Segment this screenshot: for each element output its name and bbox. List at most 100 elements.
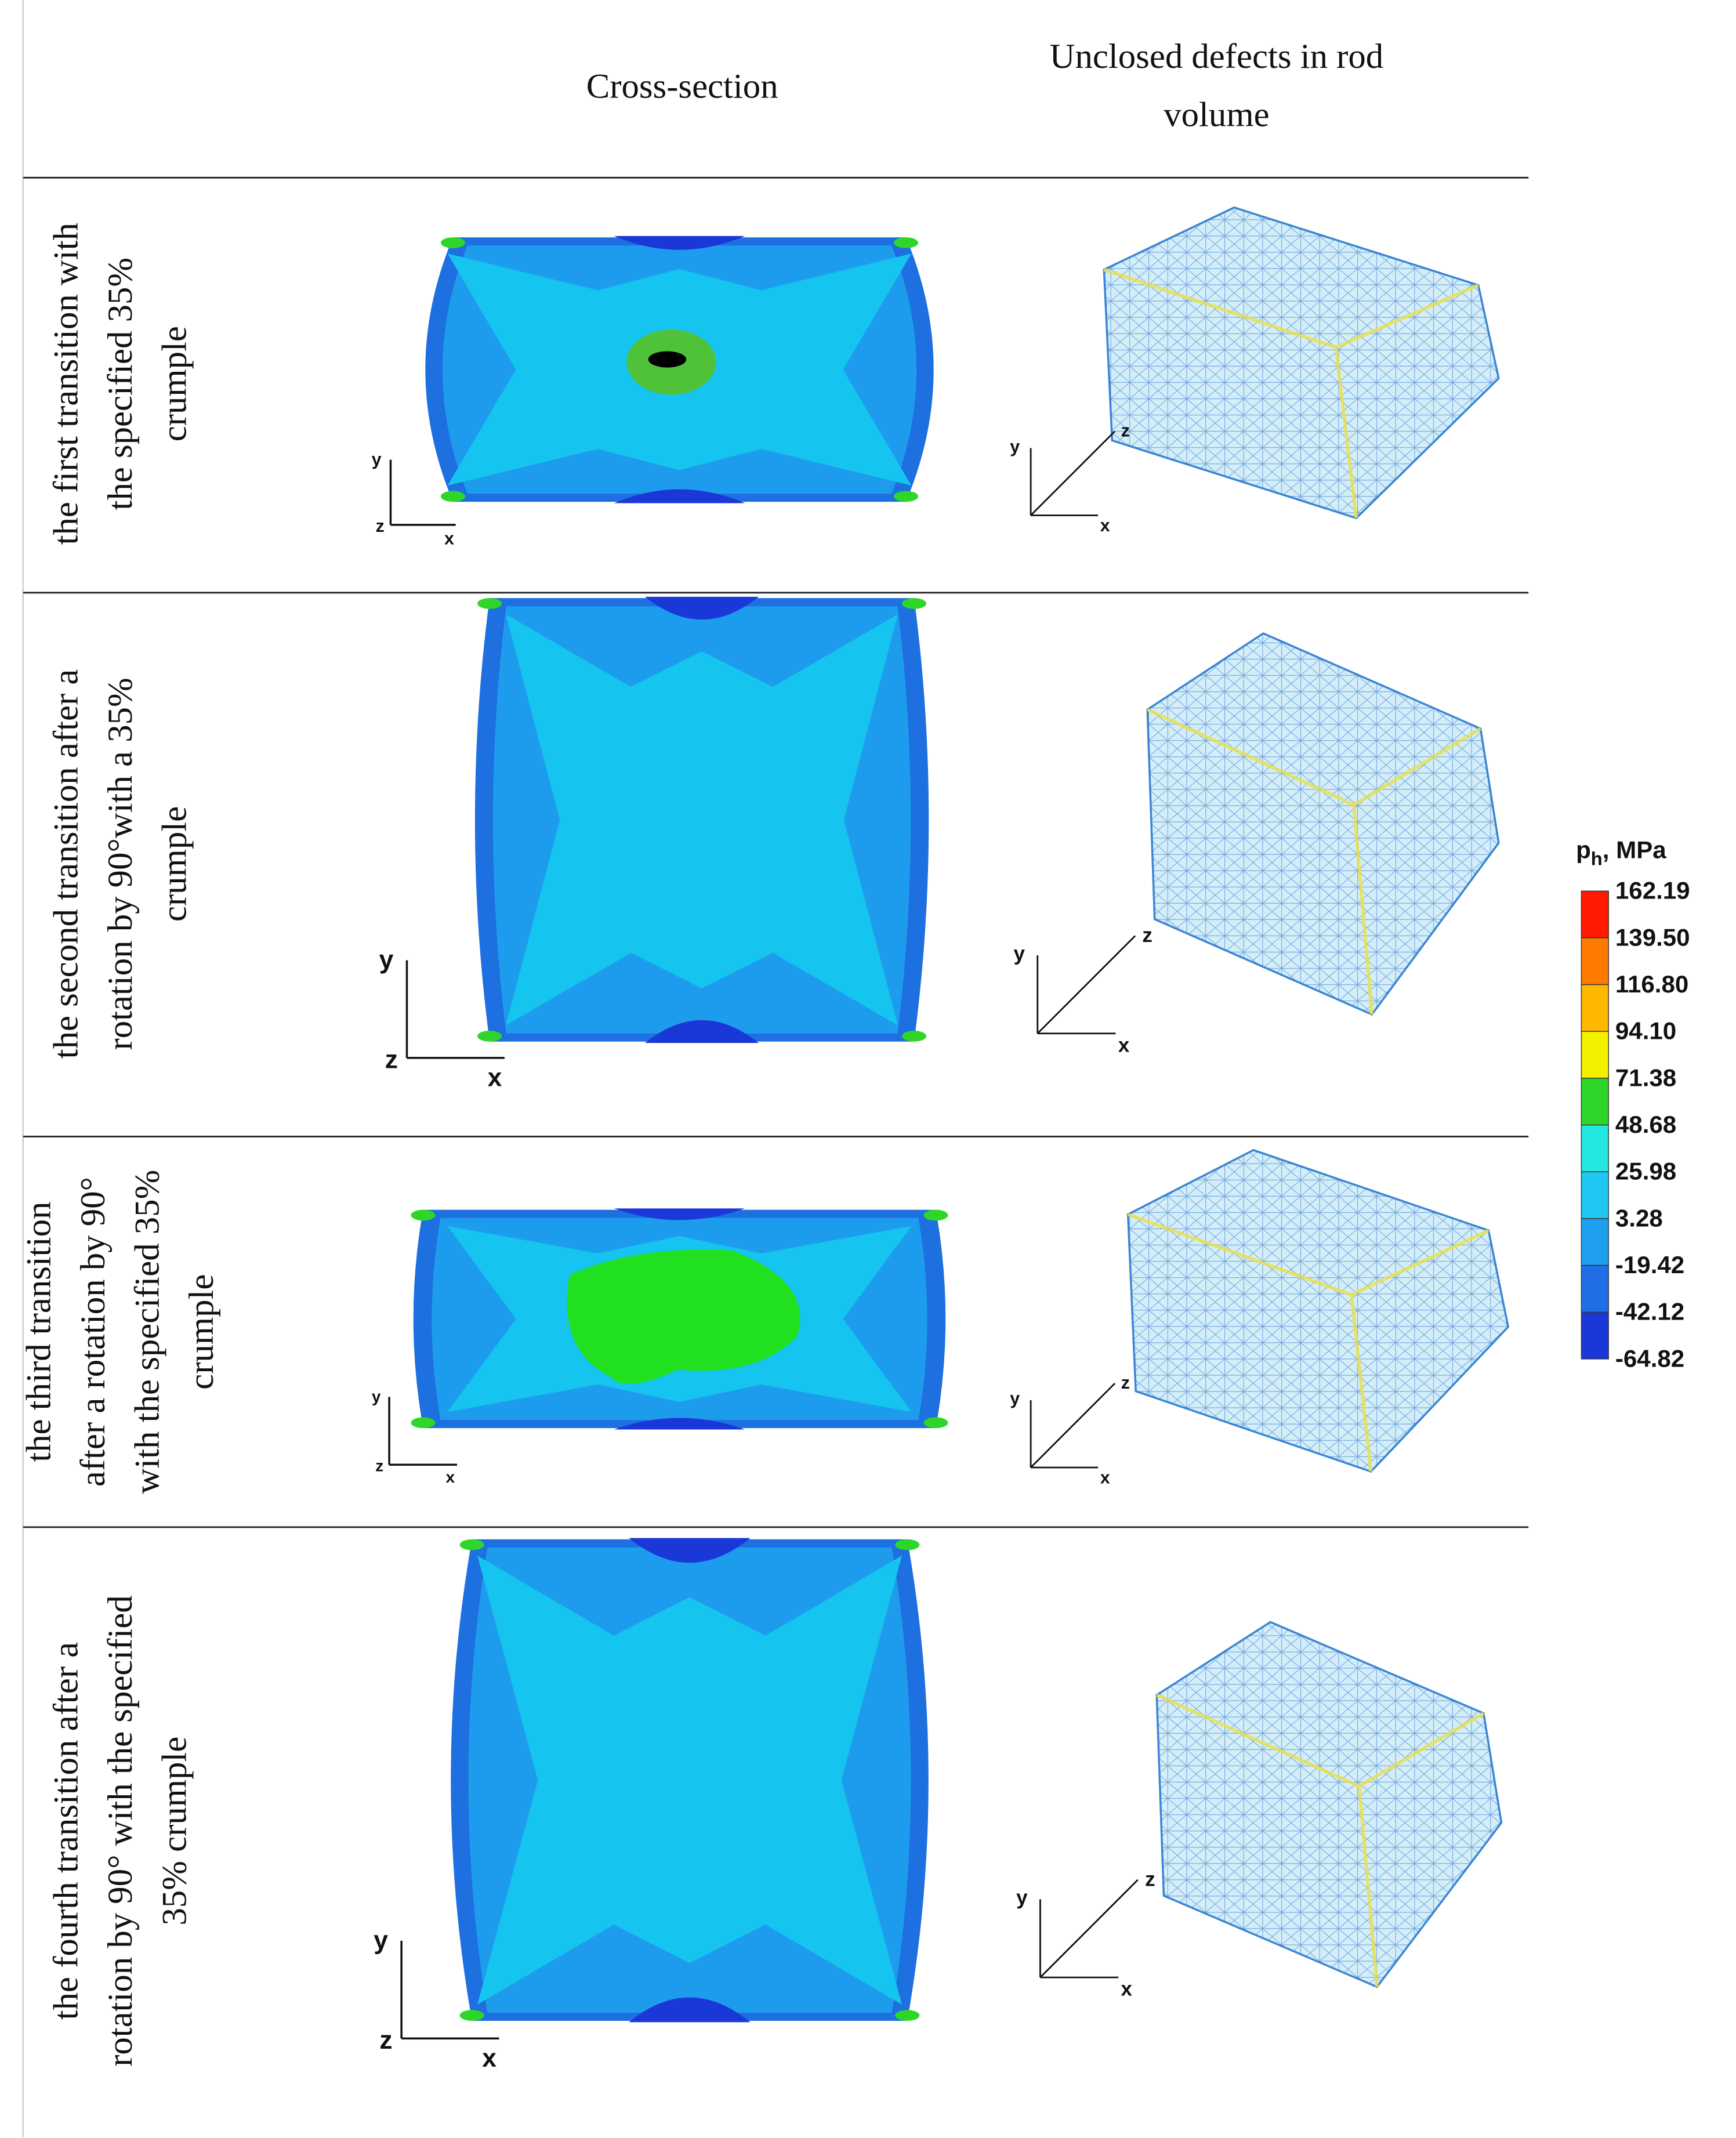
axis-label: y — [1010, 437, 1020, 456]
corner-spot — [440, 491, 466, 502]
row-label-line: the first transition with — [46, 223, 85, 545]
row-label-line: rotation by 90° with the specified — [101, 1595, 140, 2067]
legend-value: 162.19 — [1615, 877, 1690, 904]
row-label-line: the fourth transition after a — [46, 1642, 85, 2020]
row-label-line: the third transition — [20, 1202, 59, 1462]
axis-label: z — [376, 516, 385, 536]
legend-band — [1581, 1311, 1609, 1360]
legend-band — [1581, 984, 1609, 1032]
axis-label: z — [1121, 421, 1130, 441]
axis-label: y — [1010, 1389, 1020, 1408]
legend-value: 71.38 — [1615, 1064, 1676, 1091]
row-label-line: the specified 35% — [101, 258, 140, 510]
column-header: Unclosed defects in rod — [1050, 37, 1384, 76]
legend-value: -19.42 — [1615, 1251, 1684, 1278]
axis-label: z — [1145, 1868, 1155, 1890]
legend-value: 94.10 — [1615, 1017, 1676, 1045]
axis-label: y — [1016, 1886, 1028, 1909]
axis-label: z — [379, 2026, 392, 2054]
row-label-line: the second transition after a — [46, 669, 85, 1059]
legend-band — [1581, 890, 1609, 938]
corner-spot — [893, 491, 919, 502]
corner-spot — [477, 1031, 502, 1042]
axis-label: x — [1100, 516, 1110, 535]
contour-region — [567, 1249, 800, 1385]
legend-title-part: , MPa — [1603, 836, 1666, 864]
legend-band — [1581, 1031, 1609, 1079]
column-header: volume — [1164, 95, 1269, 134]
corner-spot — [895, 1539, 920, 1550]
mesh-edge — [1156, 1693, 1485, 1987]
axis-label: x — [488, 1064, 502, 1092]
axis-label: z — [1142, 924, 1152, 947]
legend-band — [1581, 1124, 1609, 1172]
corner-spot — [923, 1209, 948, 1221]
mesh-edge — [1127, 1212, 1489, 1472]
contour-region — [477, 1555, 902, 2005]
row-label-line: rotation by 90°with a 35% — [101, 677, 140, 1050]
axis-label: x — [446, 1468, 455, 1486]
row-label-line: after a rotation by 90° — [74, 1177, 113, 1487]
axis-label: x — [444, 528, 454, 548]
corner-spot — [923, 1417, 948, 1429]
row-label-line: crumple — [155, 326, 194, 441]
axis-label: y — [374, 1926, 388, 1954]
mesh-edge — [1103, 268, 1479, 519]
row-label: the third transition after a rotation by … — [20, 1170, 222, 1494]
corner-spot — [895, 2010, 920, 2021]
row-label-line: 35% crumple — [155, 1737, 194, 1926]
legend-band — [1581, 1078, 1609, 1126]
corner-spot — [440, 237, 466, 248]
legend-band — [1581, 1264, 1609, 1313]
row-label-line: with the specified 35% — [128, 1170, 167, 1494]
defect — [648, 351, 687, 368]
legend-value: -64.82 — [1615, 1345, 1684, 1372]
axis-label: z — [385, 1046, 398, 1074]
mesh-edge — [1146, 708, 1482, 1015]
corner-spot — [411, 1417, 436, 1429]
axis-label: y — [379, 945, 394, 974]
legend-title-part: h — [1591, 847, 1603, 869]
legend-value: 139.50 — [1615, 923, 1690, 951]
axis-label: y — [372, 450, 382, 469]
axis-label: y — [1013, 942, 1025, 965]
mesh-grid — [1157, 1622, 1502, 1987]
corner-spot — [459, 2010, 484, 2021]
axis-arrow — [1030, 430, 1116, 516]
mesh-grid — [1147, 633, 1499, 1015]
row-label: the first transition with the specified 3… — [46, 223, 194, 545]
mesh-grid — [1128, 1150, 1509, 1472]
corner-spot — [901, 1031, 927, 1042]
legend-band — [1581, 1171, 1609, 1219]
legend-value: 25.98 — [1615, 1158, 1676, 1185]
legend-band — [1581, 937, 1609, 985]
axis-label: x — [1121, 1978, 1132, 2001]
axis-arrow — [1036, 935, 1136, 1034]
row-label: the fourth transition after a rotation by… — [46, 1595, 194, 2067]
axis-label: x — [482, 2044, 496, 2072]
corner-spot — [901, 598, 927, 609]
axis-arrow — [1030, 1383, 1116, 1468]
legend-title-part: p — [1576, 836, 1591, 864]
axis-label: z — [375, 1457, 383, 1475]
corner-spot — [893, 237, 919, 248]
legend-value: -42.12 — [1615, 1298, 1684, 1325]
mesh-grid — [1104, 207, 1499, 519]
corner-spot — [459, 1539, 484, 1550]
contour-region — [506, 614, 898, 1025]
axis-label: x — [1100, 1467, 1110, 1487]
axis-label: z — [1121, 1373, 1130, 1393]
legend-title: ph, MPa — [1576, 836, 1666, 869]
legend-band — [1581, 1218, 1609, 1266]
corner-spot — [477, 598, 502, 609]
row-label-line: crumple — [182, 1274, 221, 1390]
row-label-line: crumple — [155, 806, 194, 922]
legend-value: 116.80 — [1615, 970, 1688, 998]
corner-spot — [411, 1209, 436, 1221]
column-header: Cross-section — [586, 67, 778, 106]
row-label: the second transition after a rotation by… — [46, 669, 194, 1059]
axis-label: x — [1118, 1034, 1130, 1056]
legend-value: 48.68 — [1615, 1111, 1676, 1138]
axis-arrow — [1039, 1879, 1139, 1978]
